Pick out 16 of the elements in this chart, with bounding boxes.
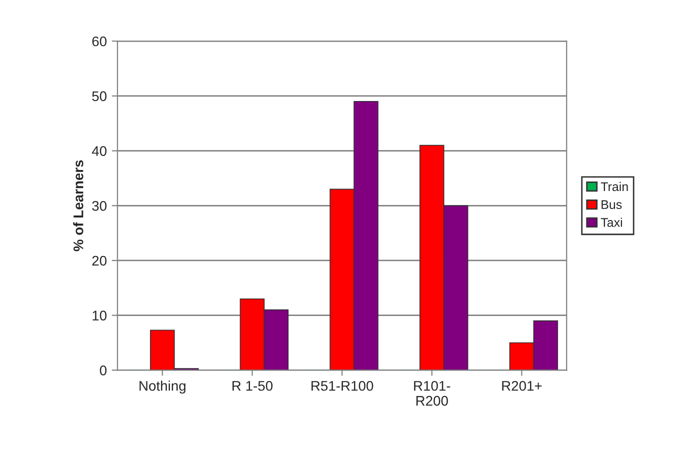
y-tick-label: 50 — [92, 91, 107, 102]
y-tick-label: 20 — [92, 256, 107, 266]
legend-label: Taxi — [600, 218, 622, 227]
legend-label: Bus — [602, 200, 622, 210]
y-tick-label: 0 — [100, 366, 107, 376]
x-tick-label: R101- R200 — [414, 380, 450, 406]
x-tick-label: R51-R100 — [312, 380, 374, 391]
y-tick-label: 30 — [92, 200, 107, 211]
y-tick-label: 40 — [92, 146, 107, 156]
y-tick-label: 60 — [92, 36, 107, 46]
x-tick-label: Nothing — [140, 380, 186, 394]
x-tick-label: R 1-50 — [232, 380, 273, 391]
legend-label: Train — [600, 182, 628, 192]
y-tick-label: 10 — [92, 310, 107, 320]
x-tick-label: R201+ — [502, 380, 542, 391]
y-axis-title: % of Learners — [73, 160, 84, 252]
